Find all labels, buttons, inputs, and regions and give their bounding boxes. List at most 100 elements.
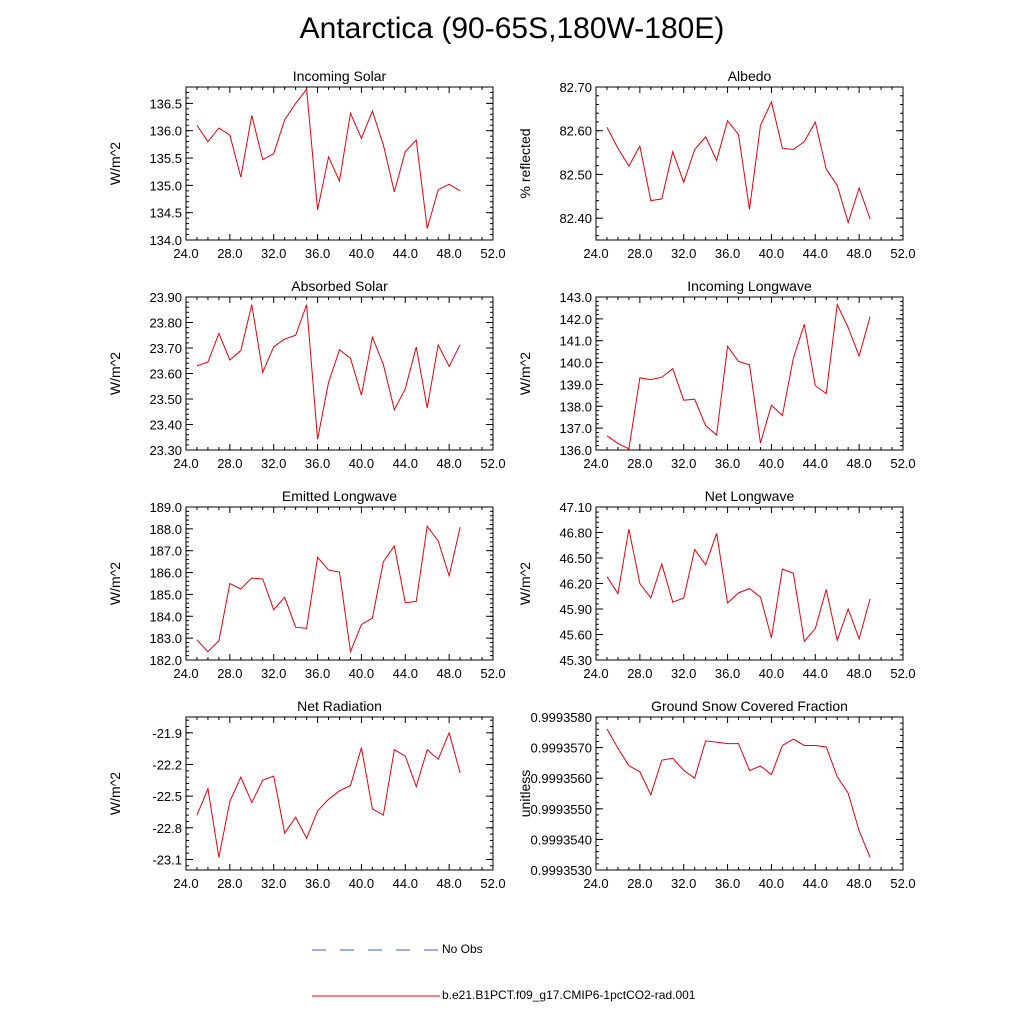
y-tick-label: 0.9993580 — [531, 710, 592, 725]
legend-no-obs-swatch — [312, 949, 440, 951]
x-tick-label: 36.0 — [305, 456, 330, 471]
y-tick-label: 46.50 — [559, 551, 592, 566]
x-tick-label: 52.0 — [890, 666, 915, 681]
legend-no-obs-label: No Obs — [442, 942, 483, 956]
y-axis-label: W/m^2 — [517, 352, 533, 395]
x-tick-label: 52.0 — [890, 246, 915, 261]
x-tick-label: 40.0 — [759, 666, 784, 681]
panel-title: Absorbed Solar — [291, 278, 388, 294]
series-line — [606, 302, 871, 450]
x-tick-label: 36.0 — [305, 666, 330, 681]
y-tick-label: 0.9993570 — [531, 741, 592, 756]
y-tick-label: 188.0 — [149, 522, 182, 537]
plot-frame — [185, 716, 494, 871]
x-tick-label: 52.0 — [480, 876, 505, 891]
y-tick-label: -22.5 — [152, 789, 182, 804]
series-line — [196, 731, 461, 858]
panel-title: Incoming Longwave — [687, 278, 812, 294]
y-axis-label: W/m^2 — [107, 772, 123, 815]
y-tick-label: 135.0 — [149, 178, 182, 193]
x-tick-label: 48.0 — [846, 666, 871, 681]
x-tick-label: 24.0 — [173, 666, 198, 681]
y-tick-label: 139.0 — [559, 377, 592, 392]
panel-title: Net Longwave — [705, 488, 795, 504]
panel-title: Emitted Longwave — [282, 488, 397, 504]
x-tick-label: 48.0 — [846, 876, 871, 891]
x-tick-label: 40.0 — [759, 876, 784, 891]
x-tick-label: 44.0 — [393, 246, 418, 261]
plot-frame — [185, 86, 494, 241]
y-tick-label: 82.40 — [559, 211, 592, 226]
y-tick-label: 183.0 — [149, 631, 182, 646]
x-tick-label: 28.0 — [217, 456, 242, 471]
y-tick-label: 140.0 — [559, 356, 592, 371]
y-axis-label: W/m^2 — [517, 562, 533, 605]
series-line — [606, 529, 871, 643]
series-line — [196, 87, 461, 229]
y-tick-label: 134.5 — [149, 206, 182, 221]
y-tick-label: 0.9993530 — [531, 863, 592, 878]
x-tick-label: 24.0 — [583, 666, 608, 681]
panel-0: Incoming Solar W/m^2 24.0 28.0 32.0 36.0 40.0 4… — [107, 68, 506, 261]
y-tick-label: 136.0 — [559, 443, 592, 458]
x-tick-label: 32.0 — [671, 456, 696, 471]
x-tick-label: 36.0 — [715, 456, 740, 471]
panel-title: Incoming Solar — [293, 68, 387, 84]
x-tick-label: 40.0 — [759, 246, 784, 261]
x-tick-label: 24.0 — [583, 876, 608, 891]
y-tick-label: 45.60 — [559, 628, 592, 643]
y-tick-label: 136.5 — [149, 96, 182, 111]
y-tick-label: 23.60 — [149, 367, 182, 382]
x-tick-label: 48.0 — [436, 456, 461, 471]
x-tick-label: 52.0 — [480, 666, 505, 681]
x-tick-label: 24.0 — [173, 456, 198, 471]
y-tick-label: 138.0 — [559, 399, 592, 414]
x-tick-label: 44.0 — [803, 246, 828, 261]
x-tick-label: 24.0 — [173, 246, 198, 261]
y-tick-label: 23.50 — [149, 392, 182, 407]
y-tick-label: 46.20 — [559, 577, 592, 592]
x-tick-label: 36.0 — [715, 666, 740, 681]
page-title: Antarctica (90-65S,180W-180E) — [299, 12, 725, 45]
y-tick-label: 136.0 — [149, 124, 182, 139]
y-axis-label: W/m^2 — [107, 562, 123, 605]
plot-frame — [185, 296, 494, 451]
panel-4: Emitted Longwave W/m^2 24.0 28.0 32.0 36.0 40.… — [107, 488, 506, 681]
y-axis-label: unitless — [517, 770, 533, 817]
panel-2: Absorbed Solar W/m^2 24.0 28.0 32.0 36.0 40.0 4… — [107, 278, 506, 471]
x-tick-label: 52.0 — [890, 876, 915, 891]
plot-frame — [595, 296, 904, 451]
panel-title: Ground Snow Covered Fraction — [651, 698, 848, 714]
x-tick-label: 28.0 — [217, 246, 242, 261]
x-tick-label: 28.0 — [217, 876, 242, 891]
y-tick-label: 134.0 — [149, 233, 182, 248]
x-tick-label: 24.0 — [583, 246, 608, 261]
x-tick-label: 52.0 — [480, 456, 505, 471]
x-tick-label: 36.0 — [715, 246, 740, 261]
plot-frame — [185, 506, 494, 661]
y-tick-label: 143.0 — [559, 290, 592, 305]
y-tick-label: 189.0 — [149, 500, 182, 515]
y-tick-label: 45.30 — [559, 653, 592, 668]
y-tick-label: 23.80 — [149, 316, 182, 331]
series-line — [606, 728, 871, 858]
y-axis-label: W/m^2 — [107, 142, 123, 185]
x-tick-label: 32.0 — [671, 876, 696, 891]
x-tick-label: 32.0 — [261, 876, 286, 891]
y-tick-label: 82.70 — [559, 80, 592, 95]
x-tick-label: 32.0 — [261, 246, 286, 261]
x-tick-label: 52.0 — [890, 456, 915, 471]
x-tick-label: 40.0 — [349, 876, 374, 891]
y-tick-label: 23.40 — [149, 418, 182, 433]
x-tick-label: 32.0 — [261, 666, 286, 681]
y-tick-label: 137.0 — [559, 421, 592, 436]
y-tick-label: 182.0 — [149, 653, 182, 668]
legend-model-run-swatch — [312, 995, 440, 997]
x-tick-label: 44.0 — [393, 666, 418, 681]
x-tick-label: 28.0 — [627, 456, 652, 471]
plot-frame — [595, 716, 904, 871]
x-tick-label: 48.0 — [436, 666, 461, 681]
y-tick-label: 46.80 — [559, 526, 592, 541]
y-tick-label: 47.10 — [559, 500, 592, 515]
